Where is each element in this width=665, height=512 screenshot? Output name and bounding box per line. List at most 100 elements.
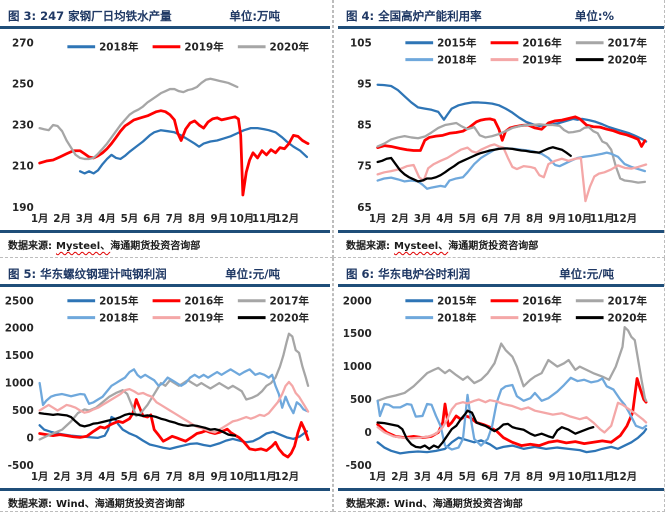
divider-rule xyxy=(338,488,664,491)
x-tick-label: 12月 xyxy=(612,471,637,483)
series-line-2018年 xyxy=(376,146,647,190)
legend-label-2017年: 2017年 xyxy=(608,37,648,50)
y-tick-label: 270 xyxy=(12,37,34,49)
chart-unit-fig3: 单位:万吨 xyxy=(229,9,280,23)
divider-rule xyxy=(338,284,664,287)
source-label: 数据来源: xyxy=(346,499,390,510)
series-line-2019年 xyxy=(38,109,310,197)
chart-title-fig6: 图 6: 华东电炉谷时利润 xyxy=(346,267,471,281)
y-tick-label: 2000 xyxy=(5,323,34,335)
x-tick-label: 12月 xyxy=(274,471,299,483)
x-tick-label: 11月 xyxy=(590,213,615,225)
x-tick-label: 8月 xyxy=(526,471,544,483)
legend-label-2016年: 2016年 xyxy=(522,295,562,308)
series-line-2018年 xyxy=(38,368,309,415)
x-tick-label: 2月 xyxy=(391,213,409,225)
chart-title-fig3: 图 3: 247 家钢厂日均铁水产量 xyxy=(8,9,172,23)
legend-label-2016年: 2016年 xyxy=(184,295,224,308)
x-tick-label: 10月 xyxy=(567,471,592,483)
y-tick-label: 1000 xyxy=(5,378,34,390)
y-tick-label: 75 xyxy=(357,161,371,173)
y-tick-label: 2000 xyxy=(343,295,372,307)
y-axis: 270 250 230 210 190 xyxy=(12,37,34,213)
y-tick-label: -500 xyxy=(8,460,34,472)
legend-label-2020年: 2020年 xyxy=(608,311,648,324)
x-tick-label: 7月 xyxy=(166,471,184,483)
series-line-2017年 xyxy=(376,326,648,402)
divider-rule xyxy=(0,284,330,287)
divider-rule xyxy=(338,230,664,233)
legend-label-2018年: 2018年 xyxy=(437,311,477,324)
x-tick-label: 7月 xyxy=(504,471,522,483)
y-tick-label: 1500 xyxy=(5,350,34,362)
x-tick-label: 3月 xyxy=(76,213,94,225)
y-tick-label: 230 xyxy=(12,120,34,132)
series-line-2018年 xyxy=(78,126,309,175)
x-tick-label: 6月 xyxy=(481,213,499,225)
y-tick-label: 500 xyxy=(12,405,34,417)
x-tick-label: 3月 xyxy=(414,213,432,225)
x-tick-label: 11月 xyxy=(252,471,277,483)
x-tick-label: 9月 xyxy=(549,471,567,483)
x-tick-label: 4月 xyxy=(436,471,454,483)
chart-cell-fig4: 图 4: 全国高炉产能利用率 单位:% 105 95 85 75 65 1月 2月 3月 4月 5… xyxy=(333,0,665,258)
legend: 2018年 2019年 2020年 xyxy=(67,41,309,54)
x-tick-label: 1月 xyxy=(31,471,49,483)
legend: 2015年 2016年 2017年 2018年 2019年 2020年 xyxy=(405,295,648,324)
x-tick-label: 8月 xyxy=(526,213,544,225)
series-line-2018年 xyxy=(376,376,648,451)
y-axis: 2000 1500 1000 500 0 -500 xyxy=(343,295,372,471)
x-tick-label: 6月 xyxy=(143,471,161,483)
x-tick-label: 2月 xyxy=(53,471,71,483)
series-line-2016年 xyxy=(376,115,647,152)
chart-unit-fig6: 单位:元/吨 xyxy=(559,267,614,281)
x-tick-label: 5月 xyxy=(459,213,477,225)
legend-label-2020年: 2020年 xyxy=(270,311,310,324)
legend-label-2015年: 2015年 xyxy=(437,37,477,50)
chart-header-fig3: 图 3: 247 家钢厂日均铁水产量 单位:万吨 xyxy=(0,0,330,24)
source-line-fig6: 数据来源: Wind、海通期货投资咨询部 xyxy=(338,491,664,510)
legend-label-2019年: 2019年 xyxy=(184,311,224,324)
source-flagged-word: Mysteel、 xyxy=(56,241,111,252)
y-tick-label: 105 xyxy=(350,37,372,49)
x-tick-label: 5月 xyxy=(121,213,139,225)
x-tick-label: 6月 xyxy=(143,213,161,225)
series-line-2019年 xyxy=(376,398,648,440)
x-tick-label: 3月 xyxy=(414,471,432,483)
x-tick-label: 1月 xyxy=(369,471,387,483)
divider-rule xyxy=(0,230,330,233)
legend-label-2019年: 2019年 xyxy=(522,311,562,324)
x-tick-label: 9月 xyxy=(549,213,567,225)
series-line-2016年 xyxy=(376,377,648,447)
source-label: 数据来源: xyxy=(346,241,390,252)
source-line-fig5: 数据来源: Wind、海通期货投资咨询部 xyxy=(0,491,330,510)
chart-header-fig4: 图 4: 全国高炉产能利用率 单位:% xyxy=(338,0,664,24)
series-line-2020年 xyxy=(376,146,572,183)
y-tick-label: 2500 xyxy=(5,295,34,307)
legend-label-2018年: 2018年 xyxy=(99,311,139,324)
chart-header-fig6: 图 6: 华东电炉谷时利润 单位:元/吨 xyxy=(338,258,664,282)
legend: 2015年 2016年 2017年 2018年 2019年 2020年 xyxy=(67,295,310,324)
x-tick-label: 4月 xyxy=(98,213,116,225)
x-tick-label: 11月 xyxy=(252,213,277,225)
y-tick-label: 210 xyxy=(12,161,34,173)
source-line-fig3: 数据来源: Mysteel、海通期货投资咨询部 xyxy=(0,233,330,252)
y-tick-label: 95 xyxy=(357,78,371,90)
y-tick-label: 65 xyxy=(357,202,371,214)
legend-label-2016年: 2016年 xyxy=(522,37,562,50)
chart-cell-fig3: 图 3: 247 家钢厂日均铁水产量 单位:万吨 270 250 230 210 190… xyxy=(0,0,333,258)
x-tick-label: 8月 xyxy=(188,471,206,483)
source-text: Wind、海通期货投资咨询部 xyxy=(56,499,185,510)
x-tick-label: 4月 xyxy=(436,213,454,225)
y-tick-label: 0 xyxy=(364,427,371,439)
x-tick-label: 6月 xyxy=(481,471,499,483)
x-tick-label: 5月 xyxy=(459,471,477,483)
source-label: 数据来源: xyxy=(8,241,52,252)
series-line-2019年 xyxy=(376,143,648,203)
y-tick-label: 500 xyxy=(350,394,372,406)
y-tick-label: 1500 xyxy=(343,328,372,340)
chart-cell-fig5: 图 5: 华东螺纹钢理计吨钢利润 单位:元/吨 2500 2000 1500 1000… xyxy=(0,258,333,512)
